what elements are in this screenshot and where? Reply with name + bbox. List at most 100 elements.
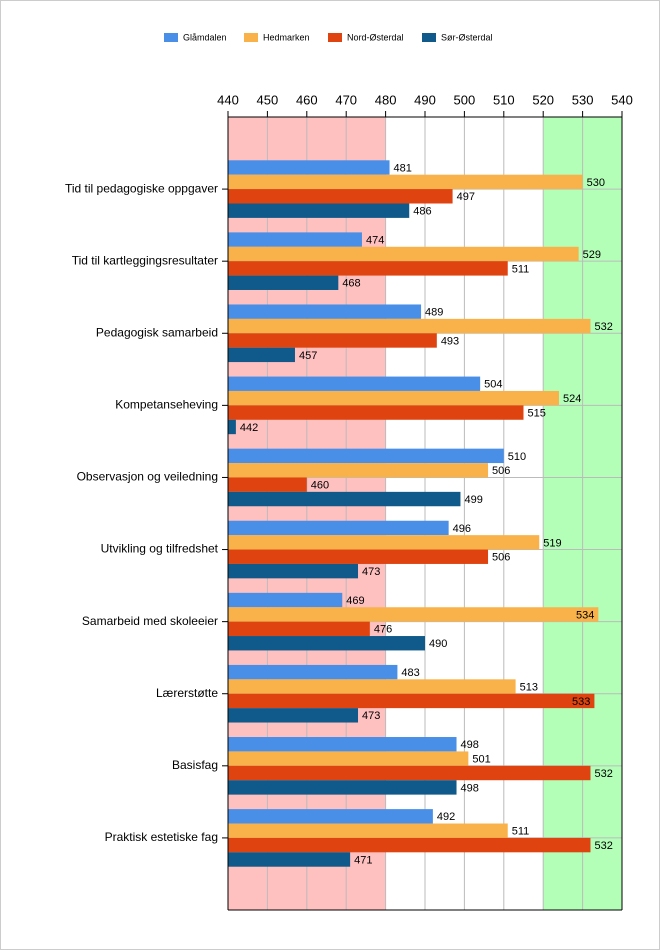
y-tick-label: Tid til pedagogiske oppgaver xyxy=(65,181,218,195)
value-label: 519 xyxy=(543,537,561,549)
value-label: 474 xyxy=(366,234,384,246)
bar xyxy=(228,448,504,464)
x-tick-label: 490 xyxy=(414,92,436,107)
value-label: 492 xyxy=(437,811,455,823)
y-tick-label: Praktisk estetiske fag xyxy=(105,830,218,844)
bar xyxy=(228,275,339,290)
value-label: 481 xyxy=(394,162,412,174)
value-label: 490 xyxy=(429,638,447,650)
value-label: 486 xyxy=(413,206,431,218)
y-tick-label: Kompetanseheving xyxy=(115,398,218,412)
bar xyxy=(228,491,461,507)
value-label: 511 xyxy=(512,263,530,275)
x-tick-label: 540 xyxy=(611,92,633,107)
value-label: 496 xyxy=(453,523,471,535)
value-label: 483 xyxy=(401,667,419,679)
value-label: 511 xyxy=(512,826,530,838)
value-label: 468 xyxy=(342,278,360,290)
y-tick-label: Lærerstøtte xyxy=(156,686,218,700)
bar xyxy=(228,463,489,478)
value-label: 513 xyxy=(520,681,538,693)
x-tick-label: 530 xyxy=(572,92,594,107)
legend-label: Glåmdalen xyxy=(183,32,227,42)
bar xyxy=(228,318,591,334)
value-label: 498 xyxy=(461,739,479,751)
value-label: 506 xyxy=(492,552,510,564)
value-label: 473 xyxy=(362,710,380,722)
value-label: 533 xyxy=(572,696,590,708)
bar xyxy=(228,477,307,492)
value-label: 524 xyxy=(563,393,581,405)
bar xyxy=(228,232,362,247)
value-label: 532 xyxy=(594,321,612,333)
bar xyxy=(228,852,351,867)
bar xyxy=(228,751,469,766)
bar xyxy=(228,693,595,709)
bar xyxy=(228,679,516,694)
bar xyxy=(228,160,390,175)
value-label: 457 xyxy=(299,350,317,362)
y-tick-label: Pedagogisk samarbeid xyxy=(96,325,218,339)
bar xyxy=(228,203,410,218)
value-label: 504 xyxy=(484,379,502,391)
y-tick-label: Utvikling og tilfredshet xyxy=(101,542,219,556)
value-label: 442 xyxy=(240,422,258,434)
value-label: 476 xyxy=(374,624,392,636)
bar xyxy=(228,607,599,622)
legend-swatch xyxy=(164,33,178,42)
value-label: 473 xyxy=(362,566,380,578)
value-label: 460 xyxy=(311,480,329,492)
legend-swatch xyxy=(328,33,342,42)
bar xyxy=(228,376,481,391)
y-tick-label: Tid til kartleggingsresultater xyxy=(72,253,218,267)
bar xyxy=(228,708,359,723)
y-tick-label: Samarbeid med skoleeier xyxy=(82,614,218,628)
bar xyxy=(228,189,453,204)
value-label: 499 xyxy=(464,494,482,506)
x-tick-label: 440 xyxy=(217,92,239,107)
legend-label: Hedmarken xyxy=(263,32,310,42)
bar xyxy=(228,549,489,564)
value-label: 529 xyxy=(583,249,601,261)
value-label: 497 xyxy=(457,191,475,203)
bar xyxy=(228,592,343,608)
legend-label: Nord-Østerdal xyxy=(347,32,404,42)
y-tick-label: Basisfag xyxy=(172,758,218,772)
value-label: 506 xyxy=(492,465,510,477)
bar xyxy=(228,664,398,680)
bar xyxy=(228,347,295,363)
bar xyxy=(228,304,422,319)
bar xyxy=(228,390,559,406)
value-label: 515 xyxy=(528,407,546,419)
value-label: 493 xyxy=(441,335,459,347)
x-tick-label: 500 xyxy=(454,92,476,107)
bar xyxy=(228,520,449,536)
bar xyxy=(228,809,433,824)
x-tick-label: 480 xyxy=(375,92,397,107)
legend-swatch xyxy=(422,33,436,42)
value-label: 510 xyxy=(508,451,526,463)
bar xyxy=(228,246,579,262)
bar xyxy=(228,405,524,420)
value-label: 532 xyxy=(594,840,612,852)
x-tick-label: 470 xyxy=(335,92,357,107)
bar xyxy=(228,333,437,348)
value-label: 534 xyxy=(576,609,594,621)
bar xyxy=(228,780,457,795)
x-tick-label: 520 xyxy=(532,92,554,107)
x-tick-label: 450 xyxy=(257,92,279,107)
bar xyxy=(228,737,457,752)
bar xyxy=(228,636,425,651)
x-tick-label: 460 xyxy=(296,92,318,107)
legend-label: Sør-Østerdal xyxy=(441,32,493,42)
value-label: 489 xyxy=(425,307,443,319)
bar xyxy=(228,419,236,435)
value-label: 530 xyxy=(587,177,605,189)
bar xyxy=(228,837,591,853)
bar xyxy=(228,261,508,276)
value-label: 532 xyxy=(594,768,612,780)
bar xyxy=(228,535,540,550)
legend-swatch xyxy=(244,33,258,42)
bar xyxy=(228,563,359,579)
